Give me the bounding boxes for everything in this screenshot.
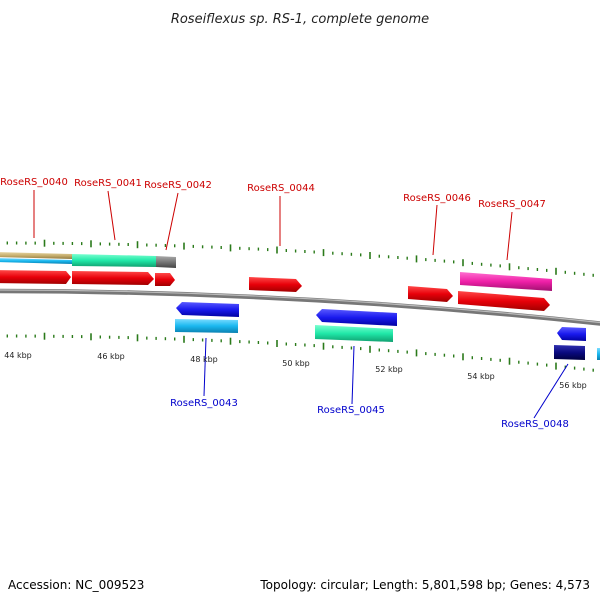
forward-genes: [0, 252, 552, 311]
gene-red-roseRS-0041[interactable]: [72, 271, 154, 285]
reverse-label-group: RoseRS_0043 RoseRS_0045 RoseRS_0048: [170, 337, 569, 430]
genome-summary-text: Topology: circular; Length: 5,801,598 bp…: [260, 578, 590, 592]
scale-label-50: 50 kbp: [282, 359, 310, 368]
reverse-tick-ring: [6, 332, 594, 372]
scale-label-group: 44 kbp 46 kbp 48 kbp 50 kbp 52 kbp 54 kb…: [4, 351, 587, 390]
label-roseRS-0045[interactable]: RoseRS_0045: [317, 405, 385, 416]
genome-backbone: [0, 288, 600, 326]
map-title: Roseiflexus sp. RS-1, complete genome: [171, 12, 429, 27]
gene-red-roseRS-0047[interactable]: [458, 291, 550, 311]
label-roseRS-0043[interactable]: RoseRS_0043: [170, 398, 238, 409]
label-roseRS-0042[interactable]: RoseRS_0042: [144, 180, 212, 191]
label-roseRS-0041[interactable]: RoseRS_0041: [74, 178, 142, 189]
gene-cyan-edge[interactable]: [597, 348, 600, 360]
gene-teal-roseRS-0045[interactable]: [315, 325, 393, 342]
genome-backbone-highlight: [0, 289, 600, 324]
scale-label-54: 54 kbp: [467, 372, 495, 381]
gene-pink-roseRS-0047[interactable]: [460, 272, 552, 291]
gene-red-roseRS-0042[interactable]: [155, 273, 175, 286]
gene-teal-roseRS-0041[interactable]: [72, 254, 156, 267]
gene-navy-roseRS-0048[interactable]: [554, 345, 585, 360]
forward-label-group: RoseRS_0040 RoseRS_0041 RoseRS_0042 Rose…: [0, 177, 546, 261]
gene-blue-roseRS-0043[interactable]: [176, 302, 239, 317]
gene-red-roseRS-0044[interactable]: [249, 277, 302, 292]
accession-text: Accession: NC_009523: [8, 578, 145, 592]
scale-label-44: 44 kbp: [4, 351, 32, 360]
label-roseRS-0044[interactable]: RoseRS_0044: [247, 183, 315, 194]
gene-blue-small[interactable]: [557, 327, 586, 341]
gene-red-roseRS-0046[interactable]: [408, 286, 453, 302]
scale-label-56: 56 kbp: [559, 381, 587, 390]
gene-cyan-roseRS-0043[interactable]: [175, 319, 238, 333]
scale-label-52: 52 kbp: [375, 365, 403, 374]
scale-label-48: 48 kbp: [190, 355, 218, 364]
forward-tick-ring: [6, 239, 594, 277]
gene-red-roseRS-0040[interactable]: [0, 270, 71, 284]
label-roseRS-0047[interactable]: RoseRS_0047: [478, 199, 546, 210]
scale-label-46: 46 kbp: [97, 352, 125, 361]
gene-gray-roseRS-0042[interactable]: [156, 256, 176, 268]
reverse-genes: [175, 302, 600, 360]
label-roseRS-0048[interactable]: RoseRS_0048: [501, 419, 569, 430]
gene-tan[interactable]: [0, 252, 72, 259]
gene-cyan-top[interactable]: [0, 258, 72, 264]
gene-blue-roseRS-0045[interactable]: [316, 309, 397, 326]
label-roseRS-0040[interactable]: RoseRS_0040: [0, 177, 68, 188]
label-roseRS-0046[interactable]: RoseRS_0046: [403, 193, 471, 204]
